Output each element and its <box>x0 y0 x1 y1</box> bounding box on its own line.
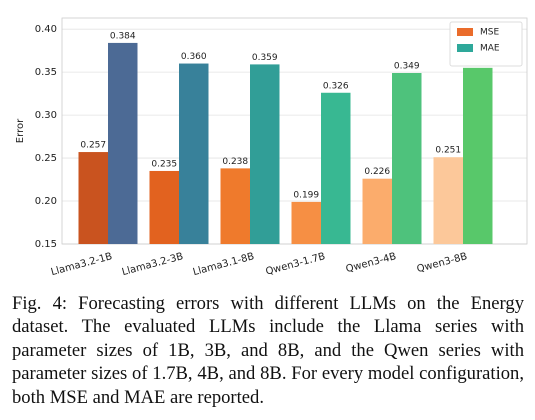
bar <box>433 157 463 244</box>
y-tick-label: 0.20 <box>35 196 57 207</box>
y-tick-label: 0.25 <box>35 153 57 164</box>
chart: Error 0.15 0.20 0.25 0.30 0.35 0.40 Llama3.2-1… <box>15 17 528 278</box>
y-axis-label: Error <box>15 118 26 143</box>
bar <box>291 201 321 244</box>
y-tick-label: 0.35 <box>35 67 57 78</box>
bar <box>78 152 108 244</box>
value-label: 0.257 <box>80 141 106 151</box>
x-tick-label: Llama3.1-8B <box>192 251 256 278</box>
y-tick-label: 0.30 <box>35 110 57 121</box>
caption: Fig. 4: Forecasting errors with differen… <box>12 293 524 408</box>
value-label: 0.326 <box>323 81 349 91</box>
bar <box>392 72 422 244</box>
value-label: 0.238 <box>222 157 248 167</box>
x-tick-label: Llama3.2-1B <box>50 251 114 278</box>
bar <box>362 178 392 244</box>
value-label: 0.251 <box>435 146 461 156</box>
x-tick-label: Llama3.2-3B <box>121 251 185 278</box>
legend-swatch <box>457 44 473 52</box>
x-tick-label: Qwen3-8B <box>416 251 469 275</box>
bar <box>321 92 351 244</box>
y-tick-label: 0.15 <box>35 239 57 250</box>
legend-label: MSE <box>480 28 499 38</box>
bar <box>108 42 138 244</box>
value-label: 0.226 <box>364 167 390 177</box>
bar <box>149 170 179 244</box>
y-tick-label: 0.40 <box>35 24 57 35</box>
value-label: 0.235 <box>151 159 177 169</box>
value-label: 0.349 <box>394 61 420 71</box>
bar <box>250 64 280 244</box>
value-label: 0.199 <box>293 190 319 200</box>
legend-label: MAE <box>480 44 500 54</box>
value-label: 0.359 <box>252 53 278 63</box>
x-tick-label: Qwen3-4B <box>345 251 398 275</box>
bar <box>220 168 250 244</box>
bar <box>463 67 493 244</box>
value-label: 0.384 <box>110 31 136 41</box>
x-tick-label: Qwen3-1.7B <box>265 251 327 278</box>
value-label: 0.360 <box>181 52 207 62</box>
bar <box>179 63 209 244</box>
legend-swatch <box>457 28 473 36</box>
